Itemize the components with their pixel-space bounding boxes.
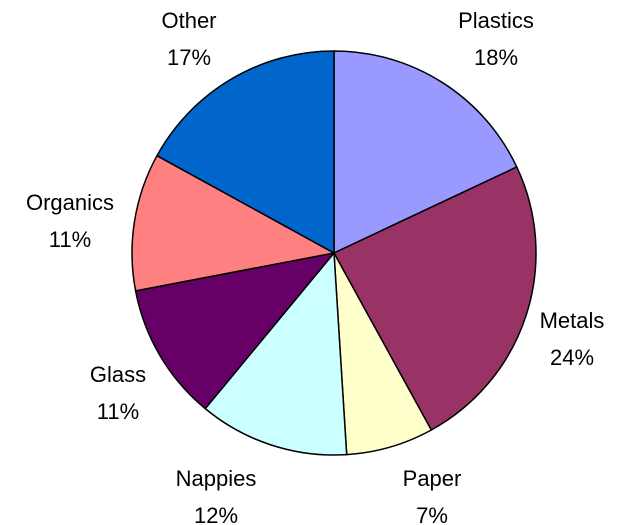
pie-slice-organics xyxy=(131,154,335,292)
slice-label-organics: Organics xyxy=(26,190,114,215)
pie-labels: Plastics 18% Metals 24% Paper 7% Nappies 12% Gla… xyxy=(26,8,604,525)
slice-label-paper: Paper xyxy=(403,466,462,491)
slice-value-organics: 11% xyxy=(49,227,91,252)
slice-label-plastics: Plastics xyxy=(458,8,534,33)
slice-label-nappies: Nappies xyxy=(176,466,257,491)
pie-slice-metals xyxy=(333,166,537,431)
slice-label-metals: Metals xyxy=(540,308,605,333)
slice-value-paper: 7% xyxy=(416,503,448,525)
pie-slices xyxy=(131,50,537,456)
slice-value-plastics: 18% xyxy=(474,45,518,70)
slice-value-nappies: 12% xyxy=(194,503,238,525)
pie-slice-other xyxy=(156,50,335,254)
slice-value-other: 17% xyxy=(167,45,211,70)
slice-value-glass: 11% xyxy=(97,399,139,424)
slice-value-metals: 24% xyxy=(550,345,594,370)
pie-slice-plastics xyxy=(333,50,518,254)
slice-label-glass: Glass xyxy=(90,362,146,387)
pie-slice-nappies xyxy=(204,252,348,456)
slice-label-other: Other xyxy=(161,8,216,33)
pie-slice-glass xyxy=(134,252,335,410)
